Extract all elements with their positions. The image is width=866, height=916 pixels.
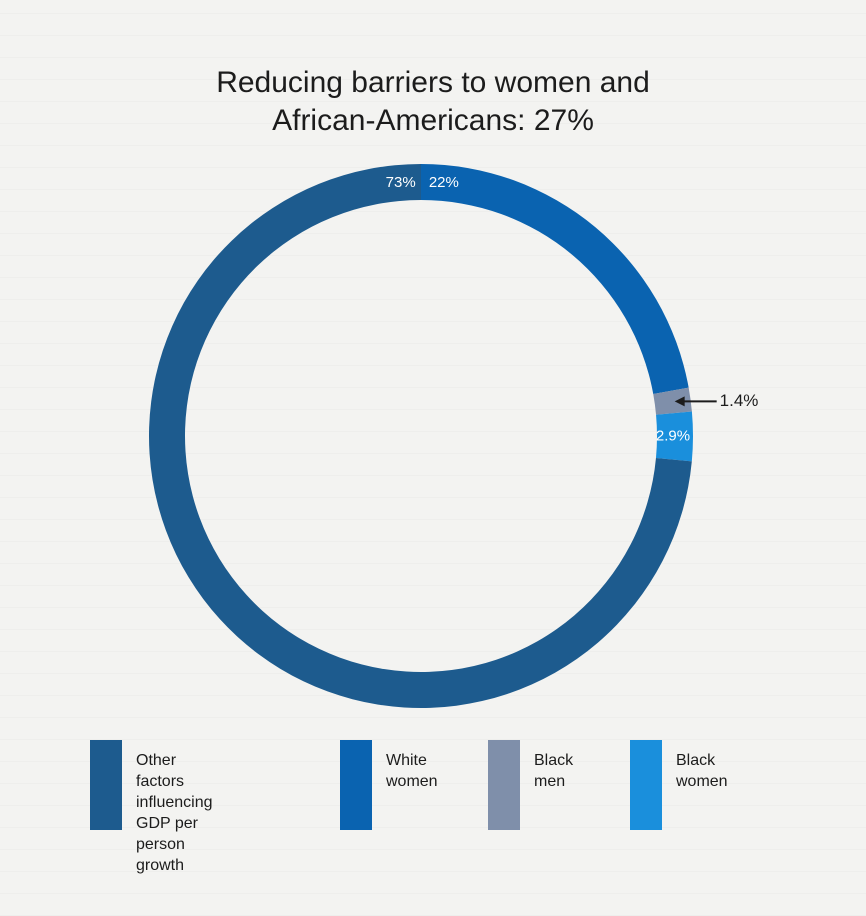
legend-swatch-other-factors	[90, 740, 122, 830]
label-black-men: 1.4%	[720, 391, 759, 410]
legend-swatch-white-women	[340, 740, 372, 830]
chart-title-line-2: African-Americans: 27%	[272, 104, 594, 137]
chart-title-line-1: Reducing barriers to women and	[216, 66, 650, 99]
slice-black-women	[655, 411, 694, 462]
slice-white-women	[421, 164, 689, 395]
label-black-women: 2.9%	[656, 427, 690, 444]
chart-title: Reducing barriers to women and African-A…	[0, 64, 866, 140]
label-white-women: 22%	[429, 174, 459, 191]
callout-arrowhead-black-men	[674, 396, 685, 407]
legend-label-black-women: Black women	[676, 752, 728, 790]
legend-swatch-black-women	[630, 740, 662, 830]
legend-label-other-factors: Other factors influencing GDP per person…	[136, 752, 213, 874]
slice-black-men	[653, 387, 692, 415]
legend-label-black-men: Black men	[534, 752, 574, 790]
label-other-factors: 73%	[386, 174, 416, 191]
legend-swatch-black-men	[488, 740, 520, 830]
legend-label-white-women: White women	[386, 752, 438, 790]
